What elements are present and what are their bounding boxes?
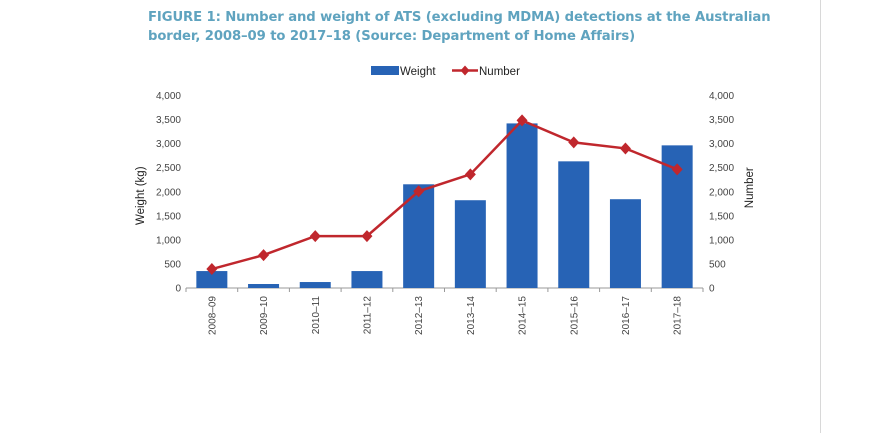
marker-number [464, 168, 476, 181]
marker-number [516, 114, 528, 127]
x-tick-label: 2010–11 [311, 296, 322, 335]
y2-tick-label: 2,500 [709, 163, 734, 174]
bar-weight [248, 284, 280, 288]
y-tick-label: 1,000 [156, 235, 181, 246]
x-tick-label: 2014–15 [518, 296, 529, 335]
y2-tick-label: 4,000 [709, 91, 734, 102]
figure-title: FIGURE 1: Number and weight of ATS (excl… [148, 10, 771, 44]
legend-label-weight: Weight [400, 66, 436, 78]
bar-weight [196, 271, 228, 288]
marker-number [258, 249, 270, 262]
x-tick-label: 2015–16 [569, 296, 580, 335]
marker-number [671, 163, 683, 176]
y-tick-label: 1,500 [156, 211, 181, 222]
marker-number [619, 142, 631, 155]
x-tick-label: 2008–09 [207, 296, 218, 335]
marker-number [568, 136, 580, 149]
y-tick-label: 0 [175, 284, 181, 295]
bar-weight [558, 161, 590, 288]
bar-weight [351, 271, 383, 288]
legend-label-number: Number [479, 66, 520, 78]
bar-weight [454, 200, 486, 288]
bar-weight [299, 282, 331, 288]
y2-tick-label: 3,000 [709, 139, 734, 150]
y2-tick-label: 2,000 [709, 187, 734, 198]
marker-number [206, 263, 218, 276]
y2-tick-label: 500 [709, 259, 726, 270]
y-tick-label: 3,500 [156, 115, 181, 126]
bar-weight [506, 123, 538, 288]
x-tick-label: 2011–12 [362, 296, 373, 335]
page-edge [820, 0, 821, 433]
y-axis-label: Weight (kg) [135, 166, 147, 225]
x-tick-label: 2016–17 [621, 296, 632, 335]
y2-tick-label: 1,500 [709, 211, 734, 222]
y2-tick-label: 3,500 [709, 115, 734, 126]
marker-number [361, 230, 373, 243]
y-tick-label: 2,000 [156, 187, 181, 198]
x-tick-label: 2012–13 [414, 296, 425, 335]
x-tick-label: 2017–18 [673, 296, 684, 335]
x-tick-label: 2009–10 [259, 296, 270, 335]
x-tick-label: 2013–14 [466, 296, 477, 335]
y2-axis-label: Number [744, 167, 756, 208]
y-tick-label: 500 [164, 259, 181, 270]
legend-swatch-weight [371, 66, 399, 75]
y-tick-label: 4,000 [156, 91, 181, 102]
y2-tick-label: 1,000 [709, 235, 734, 246]
y-tick-label: 2,500 [156, 163, 181, 174]
y2-tick-label: 0 [709, 284, 715, 295]
marker-number [413, 185, 425, 198]
line-number [211, 118, 678, 271]
marker-number [309, 230, 321, 243]
y-tick-label: 3,000 [156, 139, 181, 150]
bar-weight [609, 199, 641, 288]
legend-marker-number [460, 65, 470, 76]
